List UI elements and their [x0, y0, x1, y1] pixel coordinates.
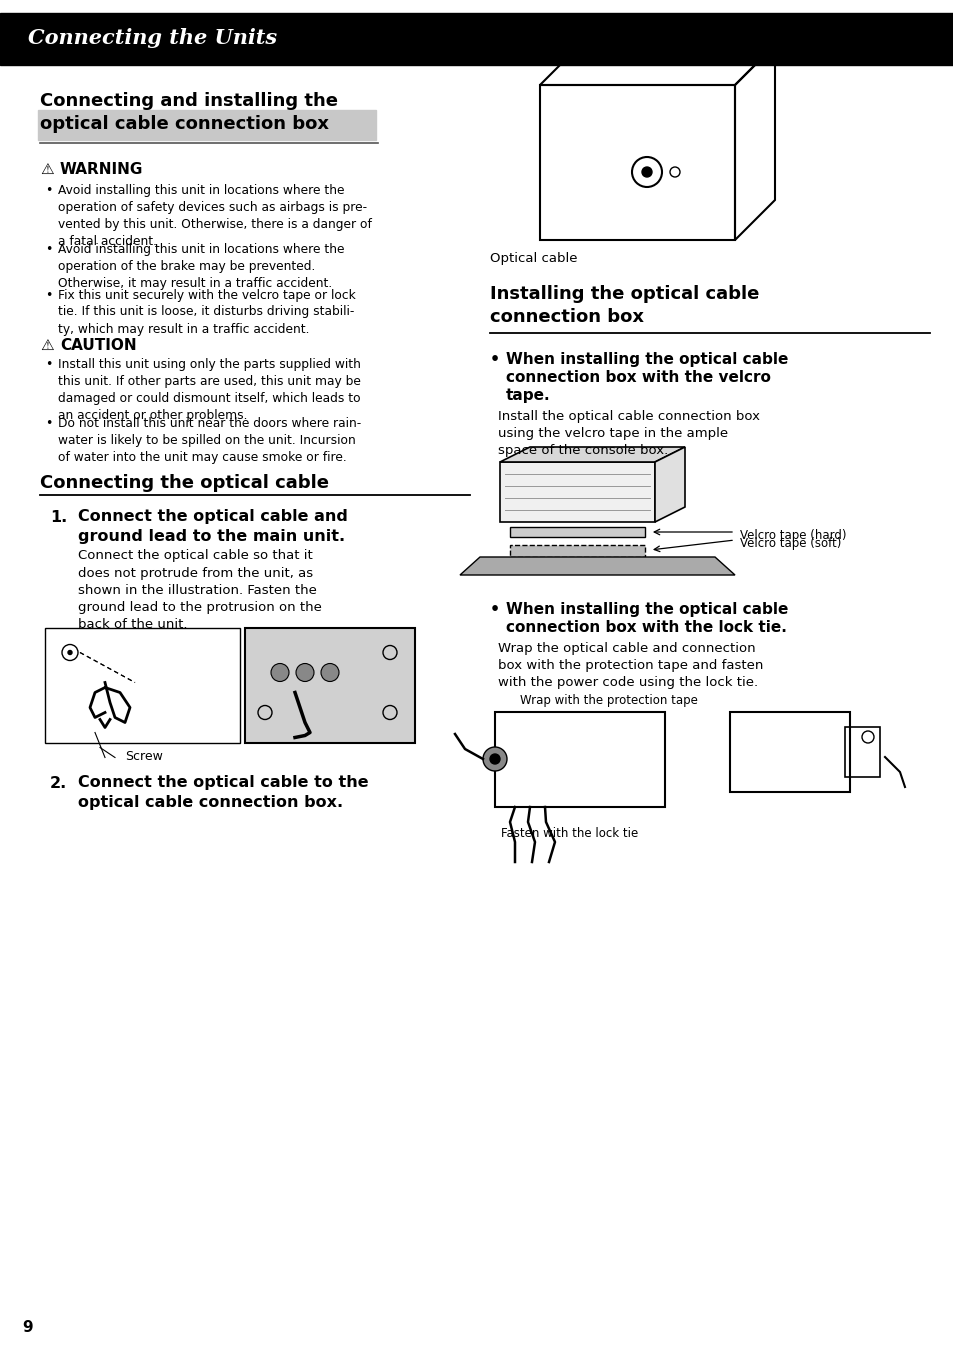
- Text: Connecting the optical cable: Connecting the optical cable: [40, 474, 329, 492]
- Text: ⚠: ⚠: [40, 337, 53, 354]
- Circle shape: [641, 167, 651, 178]
- Polygon shape: [459, 557, 734, 575]
- Circle shape: [320, 664, 338, 682]
- Text: Installing the optical cable: Installing the optical cable: [490, 285, 759, 304]
- Bar: [729, 711, 849, 793]
- Text: connection box with the velcro: connection box with the velcro: [505, 370, 770, 385]
- Text: Velcro tape (soft): Velcro tape (soft): [740, 537, 841, 550]
- Text: Avoid installing this unit in locations where the
operation of safety devices su: Avoid installing this unit in locations …: [58, 184, 372, 248]
- Polygon shape: [499, 447, 684, 462]
- Text: When installing the optical cable: When installing the optical cable: [505, 352, 787, 367]
- Text: Fix this unit securely with the velcro tape or lock
tie. If this unit is loose, : Fix this unit securely with the velcro t…: [58, 289, 355, 336]
- Text: Velcro tape (hard): Velcro tape (hard): [740, 528, 845, 542]
- Bar: [0, 14, 953, 65]
- Text: Connect the optical cable and
ground lead to the main unit.: Connect the optical cable and ground lea…: [78, 509, 348, 545]
- Bar: [38, 110, 375, 140]
- Text: 2.: 2.: [50, 775, 67, 790]
- Text: CAUTION: CAUTION: [60, 337, 136, 354]
- Text: WARNING: WARNING: [60, 163, 143, 178]
- Text: •: •: [45, 289, 52, 302]
- Text: •: •: [45, 184, 52, 196]
- Text: ⚠: ⚠: [40, 163, 53, 178]
- Circle shape: [271, 664, 289, 682]
- Bar: [844, 728, 879, 776]
- Text: •: •: [45, 417, 52, 430]
- Text: Connect the optical cable so that it
does not protrude from the unit, as
shown i: Connect the optical cable so that it doe…: [78, 550, 321, 630]
- Text: Install this unit using only the parts supplied with
this unit. If other parts a: Install this unit using only the parts s…: [58, 358, 360, 421]
- Text: •: •: [45, 243, 52, 256]
- Text: optical cable connection box: optical cable connection box: [40, 115, 329, 133]
- Bar: [510, 527, 644, 537]
- Circle shape: [482, 747, 506, 771]
- Text: Do not install this unit near the doors where rain-
water is likely to be spille: Do not install this unit near the doors …: [58, 417, 361, 463]
- Text: Connect the optical cable to the
optical cable connection box.: Connect the optical cable to the optical…: [78, 775, 368, 810]
- Text: Fasten with the lock tie: Fasten with the lock tie: [501, 827, 638, 840]
- Text: Connecting and installing the: Connecting and installing the: [40, 92, 337, 110]
- Text: Wrap the optical cable and connection
box with the protection tape and fasten
wi: Wrap the optical cable and connection bo…: [497, 642, 762, 688]
- Polygon shape: [655, 447, 684, 522]
- Text: •: •: [490, 352, 499, 367]
- Text: Screw: Screw: [125, 749, 163, 763]
- Text: When installing the optical cable: When installing the optical cable: [505, 602, 787, 617]
- Text: •: •: [45, 358, 52, 371]
- Bar: [45, 627, 240, 743]
- Text: Install the optical cable connection box
using the velcro tape in the ample
spac: Install the optical cable connection box…: [497, 411, 760, 457]
- Bar: [539, 85, 734, 240]
- Text: Wrap with the protection tape: Wrap with the protection tape: [519, 694, 698, 707]
- Bar: [245, 627, 415, 743]
- Text: Optical cable: Optical cable: [490, 252, 577, 266]
- Text: tape.: tape.: [505, 388, 550, 402]
- Text: connection box: connection box: [490, 308, 643, 327]
- Circle shape: [490, 753, 499, 764]
- Bar: [499, 462, 655, 522]
- Bar: [495, 711, 664, 808]
- Circle shape: [68, 650, 71, 654]
- Text: 9: 9: [22, 1321, 32, 1336]
- Text: 1.: 1.: [50, 509, 67, 524]
- Text: Connecting the Units: Connecting the Units: [28, 28, 276, 47]
- Bar: [510, 545, 644, 557]
- Text: Avoid installing this unit in locations where the
operation of the brake may be : Avoid installing this unit in locations …: [58, 243, 344, 290]
- Circle shape: [295, 664, 314, 682]
- Text: connection box with the lock tie.: connection box with the lock tie.: [505, 621, 786, 635]
- Text: •: •: [490, 602, 499, 617]
